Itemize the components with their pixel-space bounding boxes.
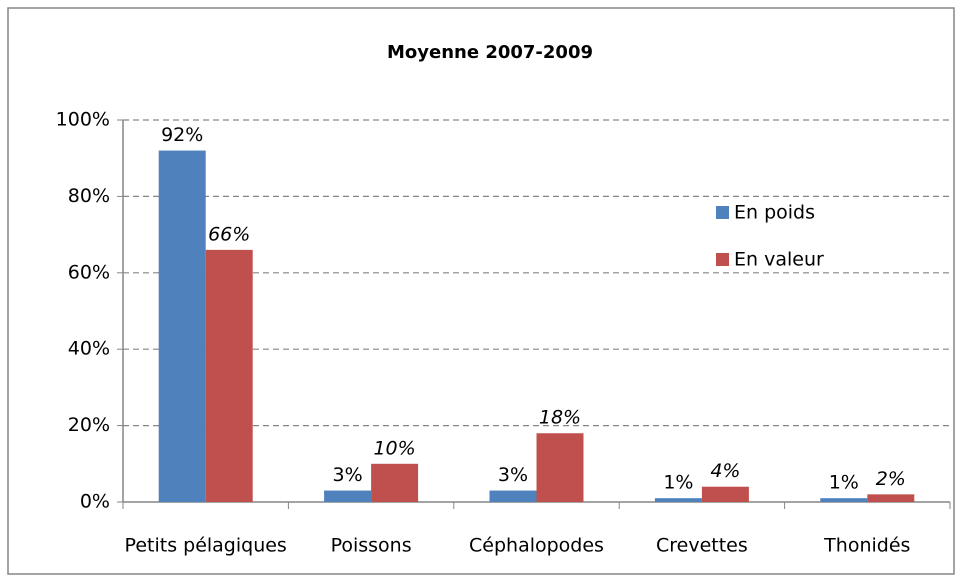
y-tick-label: 80% xyxy=(68,185,110,207)
bar xyxy=(489,490,537,502)
data-label: 10% xyxy=(373,437,415,459)
y-tick-label: 0% xyxy=(80,491,110,513)
y-tick-label: 60% xyxy=(68,261,110,283)
bar xyxy=(371,463,419,502)
bar xyxy=(158,150,206,502)
data-label: 66% xyxy=(208,223,250,245)
data-label: 1% xyxy=(663,472,693,494)
data-label: 1% xyxy=(829,472,859,494)
bar xyxy=(205,249,253,502)
legend-swatch xyxy=(716,253,729,266)
y-tick-label: 100% xyxy=(56,109,110,131)
y-tick-label: 40% xyxy=(68,338,110,360)
data-label: 2% xyxy=(876,468,906,490)
bar xyxy=(701,486,749,502)
data-label: 92% xyxy=(161,124,203,146)
y-tick-label: 20% xyxy=(68,414,110,436)
x-tick-label: Poissons xyxy=(331,535,412,557)
data-label: 3% xyxy=(333,464,363,486)
bar xyxy=(654,498,702,502)
x-tick-label: Crevettes xyxy=(656,535,748,557)
bar xyxy=(324,490,372,502)
x-tick-label: Thonidés xyxy=(823,535,910,557)
bar xyxy=(867,494,915,502)
data-label: 3% xyxy=(498,464,528,486)
x-tick-label: Céphalopodes xyxy=(469,535,604,557)
bar xyxy=(820,498,868,502)
legend-swatch xyxy=(716,206,729,219)
chart-title: Moyenne 2007-2009 xyxy=(387,42,593,63)
data-label: 18% xyxy=(539,407,581,429)
chart-border xyxy=(7,7,955,575)
x-tick-label: Petits pélagiques xyxy=(125,535,287,557)
bar xyxy=(536,433,584,502)
legend-label: En poids xyxy=(734,202,815,224)
legend-label: En valeur xyxy=(734,249,824,271)
data-label: 4% xyxy=(710,460,740,482)
